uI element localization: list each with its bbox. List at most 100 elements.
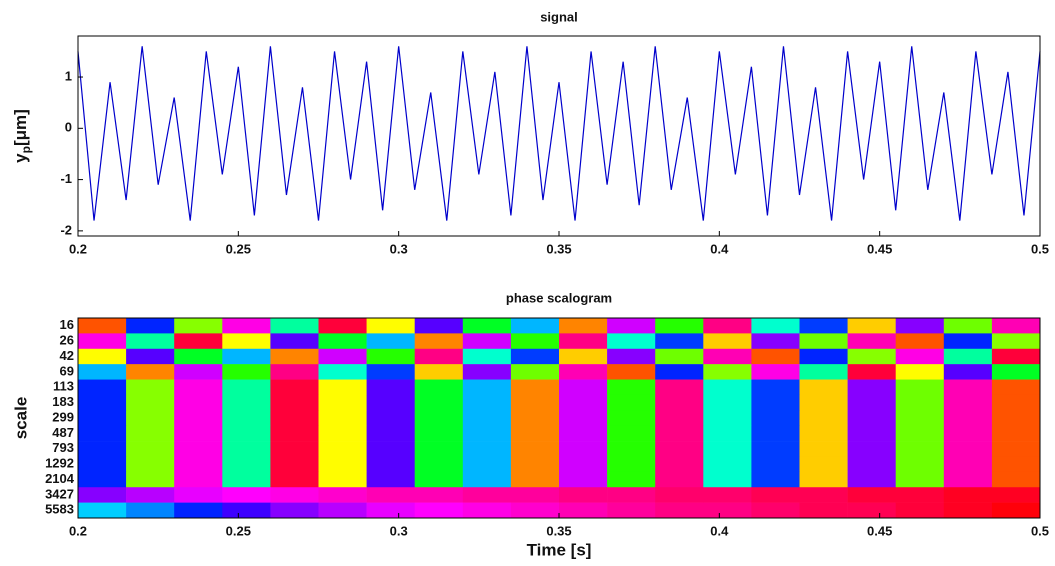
heatmap-cell xyxy=(847,502,896,519)
heatmap-cell xyxy=(847,456,896,473)
x-tick-label: 0.45 xyxy=(867,523,892,538)
heatmap-cell xyxy=(751,471,800,488)
heatmap-cell xyxy=(895,394,945,411)
heatmap-cell xyxy=(270,348,319,365)
heatmap-cell xyxy=(462,487,512,503)
heatmap-cell xyxy=(559,456,608,473)
heatmap-cell xyxy=(270,364,319,380)
heatmap-cell xyxy=(318,379,367,396)
heatmap-cell xyxy=(751,502,800,519)
heatmap-cell xyxy=(510,394,560,411)
heatmap-cell xyxy=(703,425,752,442)
heatmap-cell xyxy=(78,364,127,380)
heatmap-cell xyxy=(559,487,608,503)
heatmap-cell xyxy=(174,410,223,426)
heatmap-cell xyxy=(462,379,512,396)
y-tick-label: -1 xyxy=(60,171,72,186)
heatmap-cell xyxy=(895,471,945,488)
heatmap-cell xyxy=(895,318,945,334)
axes-frame xyxy=(77,35,1041,237)
heatmap-cell xyxy=(78,410,127,426)
x-tick-label: 0.25 xyxy=(226,523,251,538)
heatmap-cell xyxy=(270,441,319,457)
heatmap-cell xyxy=(126,364,175,380)
heatmap-cell xyxy=(799,487,848,503)
heatmap-cell xyxy=(414,441,464,457)
heatmap-cell xyxy=(414,410,464,426)
heatmap-cell xyxy=(366,333,415,350)
heatmap-cell xyxy=(799,379,848,396)
heatmap-cell xyxy=(414,364,464,380)
heatmap-cell xyxy=(799,348,848,365)
heatmap-cell xyxy=(222,425,271,442)
y-tick-label: 16 xyxy=(60,317,74,332)
heatmap-cell xyxy=(703,364,752,380)
heatmap-cell xyxy=(318,394,367,411)
heatmap-cell xyxy=(895,441,945,457)
heatmap-cell xyxy=(559,379,608,396)
heatmap-cell xyxy=(607,456,656,473)
axes-frame xyxy=(77,317,1041,519)
heatmap-cell xyxy=(943,502,993,519)
heatmap-cell xyxy=(991,471,1041,488)
heatmap-cell xyxy=(270,471,319,488)
heatmap-cell xyxy=(510,456,560,473)
heatmap-cell xyxy=(318,425,367,442)
x-tick-label: 0.25 xyxy=(226,241,251,256)
heatmap-cell xyxy=(799,425,848,442)
heatmap-cell xyxy=(174,379,223,396)
heatmap-cell xyxy=(462,333,512,350)
heatmap-cell xyxy=(462,425,512,442)
heatmap-cell xyxy=(943,394,993,411)
heatmap-cell xyxy=(174,333,223,350)
heatmap-cell xyxy=(943,425,993,442)
heatmap-cell xyxy=(366,441,415,457)
heatmap-cell xyxy=(414,379,464,396)
heatmap-cell xyxy=(414,348,464,365)
signal-line xyxy=(77,46,1041,221)
heatmap-cell xyxy=(366,379,415,396)
heatmap-cell xyxy=(847,348,896,365)
heatmap-cell xyxy=(318,456,367,473)
heatmap-cell xyxy=(943,348,993,365)
heatmap-cell xyxy=(270,487,319,503)
heatmap-cell xyxy=(222,410,271,426)
heatmap-cell xyxy=(847,487,896,503)
heatmap-cell xyxy=(607,471,656,488)
heatmap-cell xyxy=(991,364,1041,380)
heatmap-cell xyxy=(703,394,752,411)
heatmap-cell xyxy=(799,471,848,488)
heatmap-cell xyxy=(943,364,993,380)
heatmap-cell xyxy=(222,456,271,473)
heatmap-cell xyxy=(991,318,1041,334)
heatmap-cell xyxy=(991,348,1041,365)
heatmap-cell xyxy=(895,425,945,442)
heatmap-cell xyxy=(366,410,415,426)
heatmap-cell xyxy=(462,364,512,380)
heatmap-cell xyxy=(607,333,656,350)
heatmap-cell xyxy=(366,487,415,503)
heatmap-cell xyxy=(78,502,127,519)
x-tick-label: 0.4 xyxy=(710,241,729,256)
heatmap-cell xyxy=(414,394,464,411)
heatmap-cell xyxy=(751,410,800,426)
heatmap-cell xyxy=(270,410,319,426)
heatmap-cell xyxy=(559,333,608,350)
heatmap-cell xyxy=(847,333,896,350)
heatmap-cell xyxy=(318,410,367,426)
heatmap-cell xyxy=(943,410,993,426)
heatmap-cell xyxy=(270,502,319,519)
heatmap-cell xyxy=(78,471,127,488)
heatmap-cell xyxy=(799,456,848,473)
heatmap-cell xyxy=(414,502,464,519)
heatmap-cell xyxy=(510,410,560,426)
heatmap-cell xyxy=(655,394,704,411)
heatmap-cell xyxy=(943,333,993,350)
heatmap-cell xyxy=(559,471,608,488)
heatmap-cell xyxy=(991,456,1041,473)
x-tick-label: 0.3 xyxy=(390,523,408,538)
heatmap-cell xyxy=(847,410,896,426)
heatmap-cell xyxy=(847,441,896,457)
y-tick-label: 0 xyxy=(65,120,72,135)
heatmap-cell xyxy=(222,379,271,396)
